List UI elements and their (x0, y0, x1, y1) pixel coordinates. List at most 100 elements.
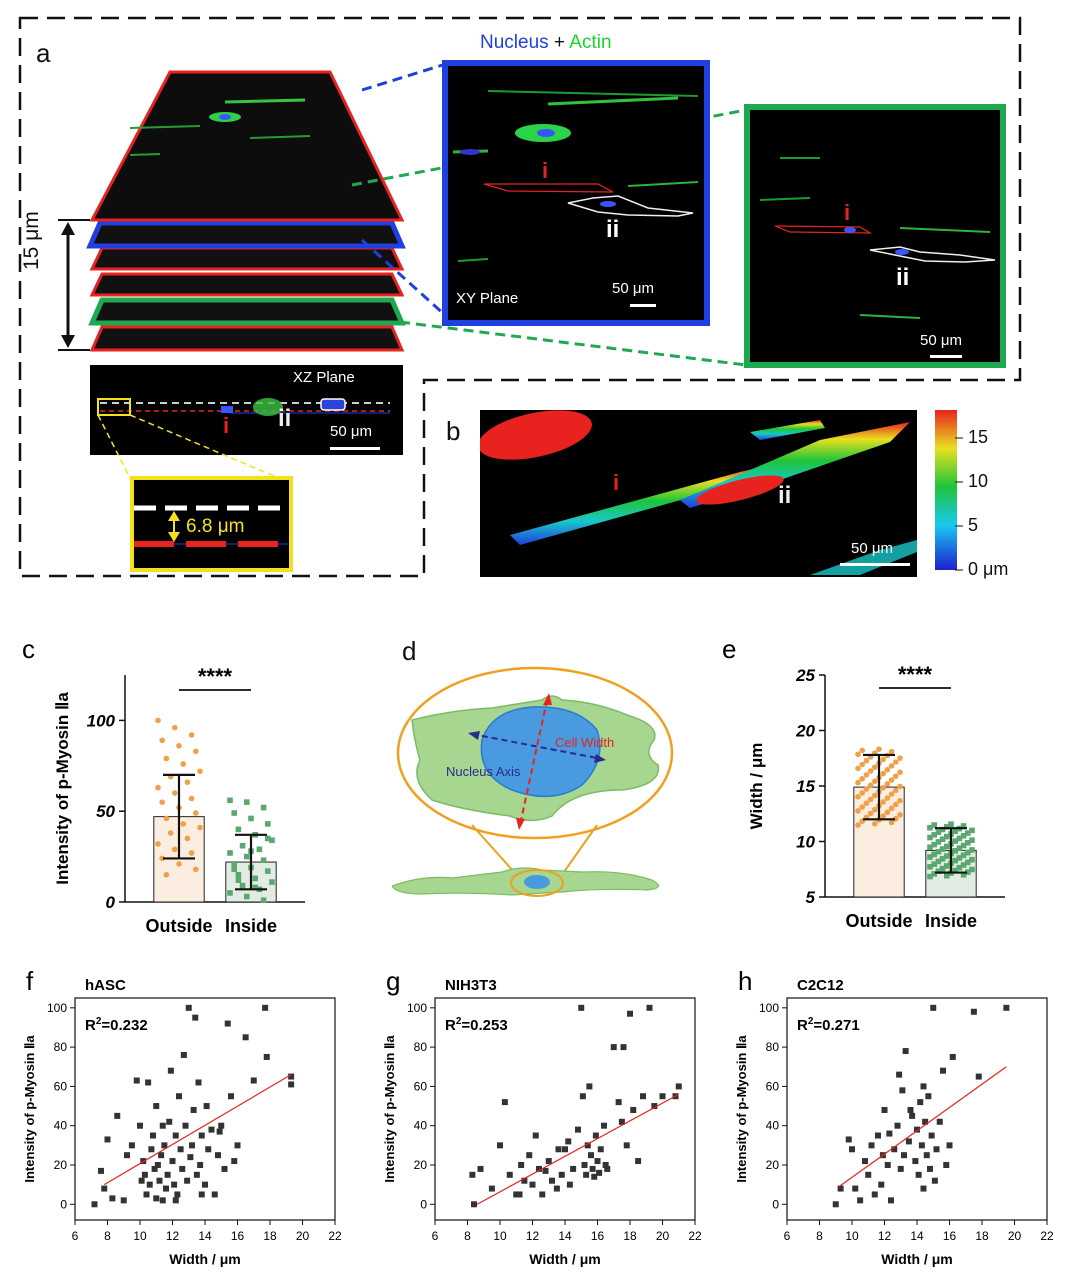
data-point (586, 1083, 593, 1090)
x-tick-label: 8 (104, 1229, 111, 1243)
data-point (193, 748, 199, 755)
data-point (880, 784, 886, 791)
nucleus-label: Nucleus (480, 32, 549, 53)
x-tick-label: 14 (558, 1229, 572, 1243)
data-point (501, 1099, 508, 1106)
data-point (618, 1118, 625, 1125)
data-point (939, 856, 946, 862)
data-point (265, 821, 271, 827)
data-point (224, 1020, 231, 1027)
data-point (203, 1103, 210, 1110)
data-point (960, 872, 967, 878)
data-point (975, 1073, 982, 1080)
data-point (935, 868, 942, 875)
data-point (901, 1152, 907, 1159)
x-tick-label: Outside (145, 916, 212, 935)
r-squared-label: R2=0.232 (85, 1016, 148, 1034)
data-point (952, 848, 958, 854)
data-point (184, 779, 191, 785)
data-point (927, 1165, 933, 1172)
data-point (575, 1126, 581, 1133)
data-point (944, 843, 950, 850)
data-point (872, 778, 878, 785)
data-point (579, 1093, 586, 1100)
data-point (970, 1008, 977, 1015)
data-point (944, 824, 950, 830)
data-point (141, 1171, 148, 1178)
data-point (888, 1197, 894, 1204)
data-point (935, 829, 942, 835)
data-point (878, 1181, 885, 1188)
panel-a-border (18, 16, 1022, 578)
data-point (159, 1122, 166, 1129)
x-tick-label: 12 (878, 1229, 892, 1243)
xy-scale-bar (630, 304, 656, 307)
x-tick-label: 8 (464, 1229, 471, 1243)
data-point (184, 835, 191, 842)
data-point (855, 793, 861, 800)
data-point (172, 1132, 179, 1139)
data-point (195, 1079, 202, 1086)
x-tick-label: 6 (432, 1229, 439, 1243)
data-point (594, 1158, 601, 1165)
chart-c: c 0 50 100 Intensity of p-Myosin Ⅱa Outside In… (22, 634, 305, 935)
x-axis-label: Width / μm (169, 1251, 240, 1267)
map-scale-label: 50 μm (851, 540, 893, 557)
data-point (931, 832, 937, 838)
chart-title: C2C12 (797, 977, 844, 994)
x-tick-label: 6 (72, 1229, 79, 1243)
data-point (888, 819, 895, 826)
y-tick-label: 40 (766, 1119, 780, 1133)
data-point (239, 842, 246, 849)
data-point (193, 866, 199, 873)
chart-title: NIH3T3 (445, 977, 497, 994)
x-tick-label: 16 (231, 1229, 245, 1243)
data-point (242, 1034, 249, 1041)
fit-line (838, 1066, 1007, 1188)
data-point (172, 1197, 179, 1204)
y-tick-label: 40 (414, 1119, 428, 1133)
data-point (215, 1152, 221, 1159)
data-point (896, 1071, 903, 1078)
data-point (933, 1146, 940, 1153)
zoom-inset: 6.8 μm (130, 476, 293, 572)
data-point (965, 840, 971, 846)
data-point (922, 1118, 929, 1125)
data-point (868, 1142, 875, 1149)
stack-slices (86, 70, 406, 352)
data-point (555, 1146, 562, 1153)
data-point (930, 1004, 937, 1011)
xy-cell-ii-label: ii (606, 216, 620, 243)
data-point (235, 871, 242, 878)
y-tick-label: 0 (772, 1197, 779, 1211)
xz-cell-ii-label: ii (278, 405, 292, 432)
data-point (859, 747, 865, 754)
data-point (936, 1118, 943, 1125)
data-point (956, 835, 963, 842)
chart-title: hASC (85, 977, 126, 994)
data-point (852, 1185, 859, 1192)
data-point (187, 1154, 194, 1161)
y-tick-label: 20 (795, 722, 815, 741)
data-point (244, 799, 250, 805)
data-point (925, 1093, 932, 1100)
data-point (197, 824, 203, 831)
data-point (588, 1152, 594, 1159)
data-point (288, 1081, 295, 1088)
data-point (944, 863, 950, 869)
panel-a-title: Nucleus + Actin (480, 32, 612, 54)
data-point (956, 864, 963, 871)
data-point (174, 1191, 181, 1198)
data-point (163, 871, 170, 878)
data-point (939, 865, 946, 872)
data-point (946, 1142, 953, 1149)
y-tick-label: 80 (766, 1040, 780, 1054)
x-tick-label: 20 (1008, 1229, 1022, 1243)
data-point (513, 1191, 520, 1198)
data-point (244, 853, 250, 860)
y-axis-label: Width / μm (747, 743, 766, 830)
data-point (518, 1161, 525, 1168)
data-point (893, 773, 899, 779)
data-point (159, 1197, 166, 1204)
data-point (172, 846, 178, 853)
